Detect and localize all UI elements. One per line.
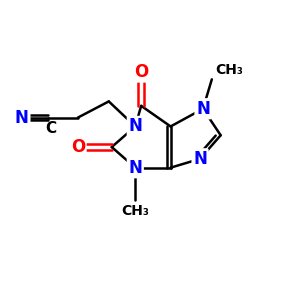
Text: C: C [45, 121, 56, 136]
Text: N: N [193, 150, 207, 168]
Text: N: N [128, 117, 142, 135]
Text: O: O [134, 63, 148, 81]
Text: N: N [15, 109, 29, 127]
Text: N: N [128, 159, 142, 177]
Text: CH₃: CH₃ [121, 204, 149, 218]
Text: CH₃: CH₃ [215, 63, 243, 77]
Text: N: N [196, 100, 210, 118]
Text: O: O [71, 138, 85, 156]
